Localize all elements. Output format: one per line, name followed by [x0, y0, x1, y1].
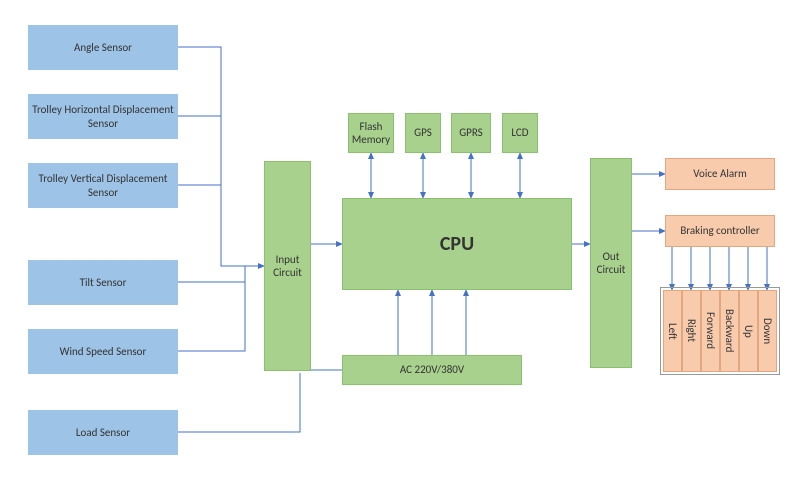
node-lcd-label: LCD — [511, 126, 528, 139]
node-flash: Flash Memory — [348, 113, 394, 153]
node-gps: GPS — [405, 113, 441, 153]
node-load: Load Sensor — [28, 410, 178, 455]
node-cpu-label: CPU — [440, 232, 474, 256]
node-ac: AC 220V/380V — [342, 355, 522, 385]
node-flash-label: Flash Memory — [351, 120, 391, 146]
node-out-label: Out Circuit — [593, 250, 629, 276]
node-gprs-label: GPRS — [459, 126, 483, 139]
node-out: Out Circuit — [590, 158, 632, 368]
node-cpu: CPU — [342, 198, 572, 290]
node-gprs: GPRS — [451, 113, 491, 153]
node-voice: Voice Alarm — [665, 158, 775, 190]
node-tvert-label: Trolley Vertical Displacement Sensor — [31, 172, 175, 198]
edge — [178, 47, 264, 266]
node-tilt-label: Tilt Sensor — [80, 276, 127, 289]
edge — [178, 266, 245, 282]
node-brake: Braking controller — [665, 215, 775, 247]
edge — [178, 373, 300, 432]
node-wind-label: Wind Speed Sensor — [60, 345, 147, 358]
node-tvert: Trolley Vertical Displacement Sensor — [28, 163, 178, 208]
node-thoriz-label: Trolley Horizontal Displacement Sensor — [31, 103, 175, 129]
direction-group — [660, 287, 780, 375]
node-thoriz: Trolley Horizontal Displacement Sensor — [28, 94, 178, 139]
node-voice-label: Voice Alarm — [693, 167, 747, 180]
node-load-label: Load Sensor — [76, 426, 130, 439]
node-ac-label: AC 220V/380V — [400, 363, 464, 376]
node-tilt: Tilt Sensor — [28, 260, 178, 305]
node-gps-label: GPS — [414, 126, 432, 139]
node-lcd: LCD — [502, 113, 538, 153]
edge — [178, 266, 245, 351]
node-angle: Angle Sensor — [28, 25, 178, 70]
node-input: Input Circuit — [264, 161, 311, 371]
node-input-label: Input Circuit — [267, 253, 308, 279]
node-brake-label: Braking controller — [680, 224, 759, 237]
node-angle-label: Angle Sensor — [74, 41, 132, 54]
node-wind: Wind Speed Sensor — [28, 329, 178, 374]
